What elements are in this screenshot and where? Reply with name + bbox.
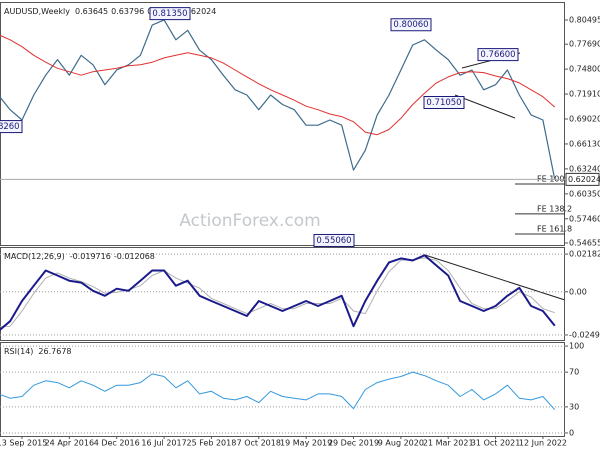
annotation-box [477,48,519,62]
y-tick-label: 70 [569,368,579,377]
annotation-box [0,120,23,134]
x-tick-label: 31 Oct 2021 [471,439,520,448]
y-tick-label: 0.63240 [569,164,600,173]
last-price-box [565,172,600,186]
header-value: 0.62024 [183,7,216,16]
fib-label: FE 138.2 [537,204,572,213]
x-tick-label: 19 May 2019 [280,439,332,448]
x-tick-label: 9 Aug 2020 [378,439,424,448]
y-tick-label: 0.54655 [569,238,600,247]
header-value: -0.012068 [114,252,155,261]
y-tick-label: 0.60350 [569,189,600,198]
x-tick-label: 4 Dec 2016 [94,439,140,448]
x-tick-label: 29 Dec 2019 [328,439,379,448]
macd-trend-line [424,254,566,301]
y-tick-label: 0.66130 [569,139,600,148]
watermark: ActionForex.com [179,211,320,231]
y-tick-label: 0.57460 [569,214,600,223]
panel-frame [0,342,565,437]
annotation-label: 0.81350 [152,9,187,19]
annotation-label: 0.71050 [426,98,461,108]
x-tick-label: 13 Sep 2015 [0,439,47,448]
title: MACD(12,26,9) [4,252,65,261]
panel-title: RSI(14) 26.7678 [4,347,72,356]
header-value: -0.019716 [70,252,111,261]
y-tick-label: 0.69020 [569,115,600,124]
header-value: 26.7678 [38,347,71,356]
title: RSI(14) [4,347,33,356]
series-line [0,34,556,136]
annotation-box [423,95,465,109]
header-value: 0.63645 [75,7,108,16]
channel-line [454,94,516,119]
annotation-label: 0.68260 [0,122,20,132]
series-line [0,19,556,180]
y-tick-label: 0.77690 [569,40,600,49]
series-line [0,371,556,411]
last-price-label: 0.62024 [568,175,600,184]
y-tick-label: 0.71910 [569,90,600,99]
x-tick-label: 25 Feb 2018 [187,439,237,448]
x-tick-label: 16 Jul 2017 [141,439,186,448]
x-tick-label: 12 Jun 2022 [519,439,567,448]
panel-title: MACD(12,26,9) -0.019716 -0.012068 [4,252,155,261]
header-value: 0.63796 [111,7,144,16]
x-tick-label: 24 Apr 2016 [45,439,94,448]
annotation-box [149,7,191,21]
panel-frame [0,247,565,341]
fib-label: FE 161.8 [537,224,572,233]
x-tick-label: 7 Oct 2018 [237,439,281,448]
annotation-label: 0.76600 [480,50,515,60]
y-tick-label: 0 [569,428,574,437]
title: AUDUSD,Weekly [4,7,70,16]
annotation-box [390,18,432,32]
annotation-label: 0.55060 [316,236,351,246]
y-tick-label: 0.02182 [569,250,600,259]
y-tick-label: 30 [569,402,579,411]
y-tick-label: 0.00 [569,287,587,296]
y-tick-label: -0.02497 [569,330,600,339]
annotation-label: 0.80060 [393,20,428,30]
x-tick-label: 21 Mar 2021 [423,439,474,448]
annotation-box [313,233,355,247]
y-tick-label: 0.74800 [569,65,600,74]
y-tick-label: 0.80495 [569,15,600,24]
y-tick-label: 100 [569,342,584,351]
series-line [0,257,555,327]
series-line [0,254,556,332]
